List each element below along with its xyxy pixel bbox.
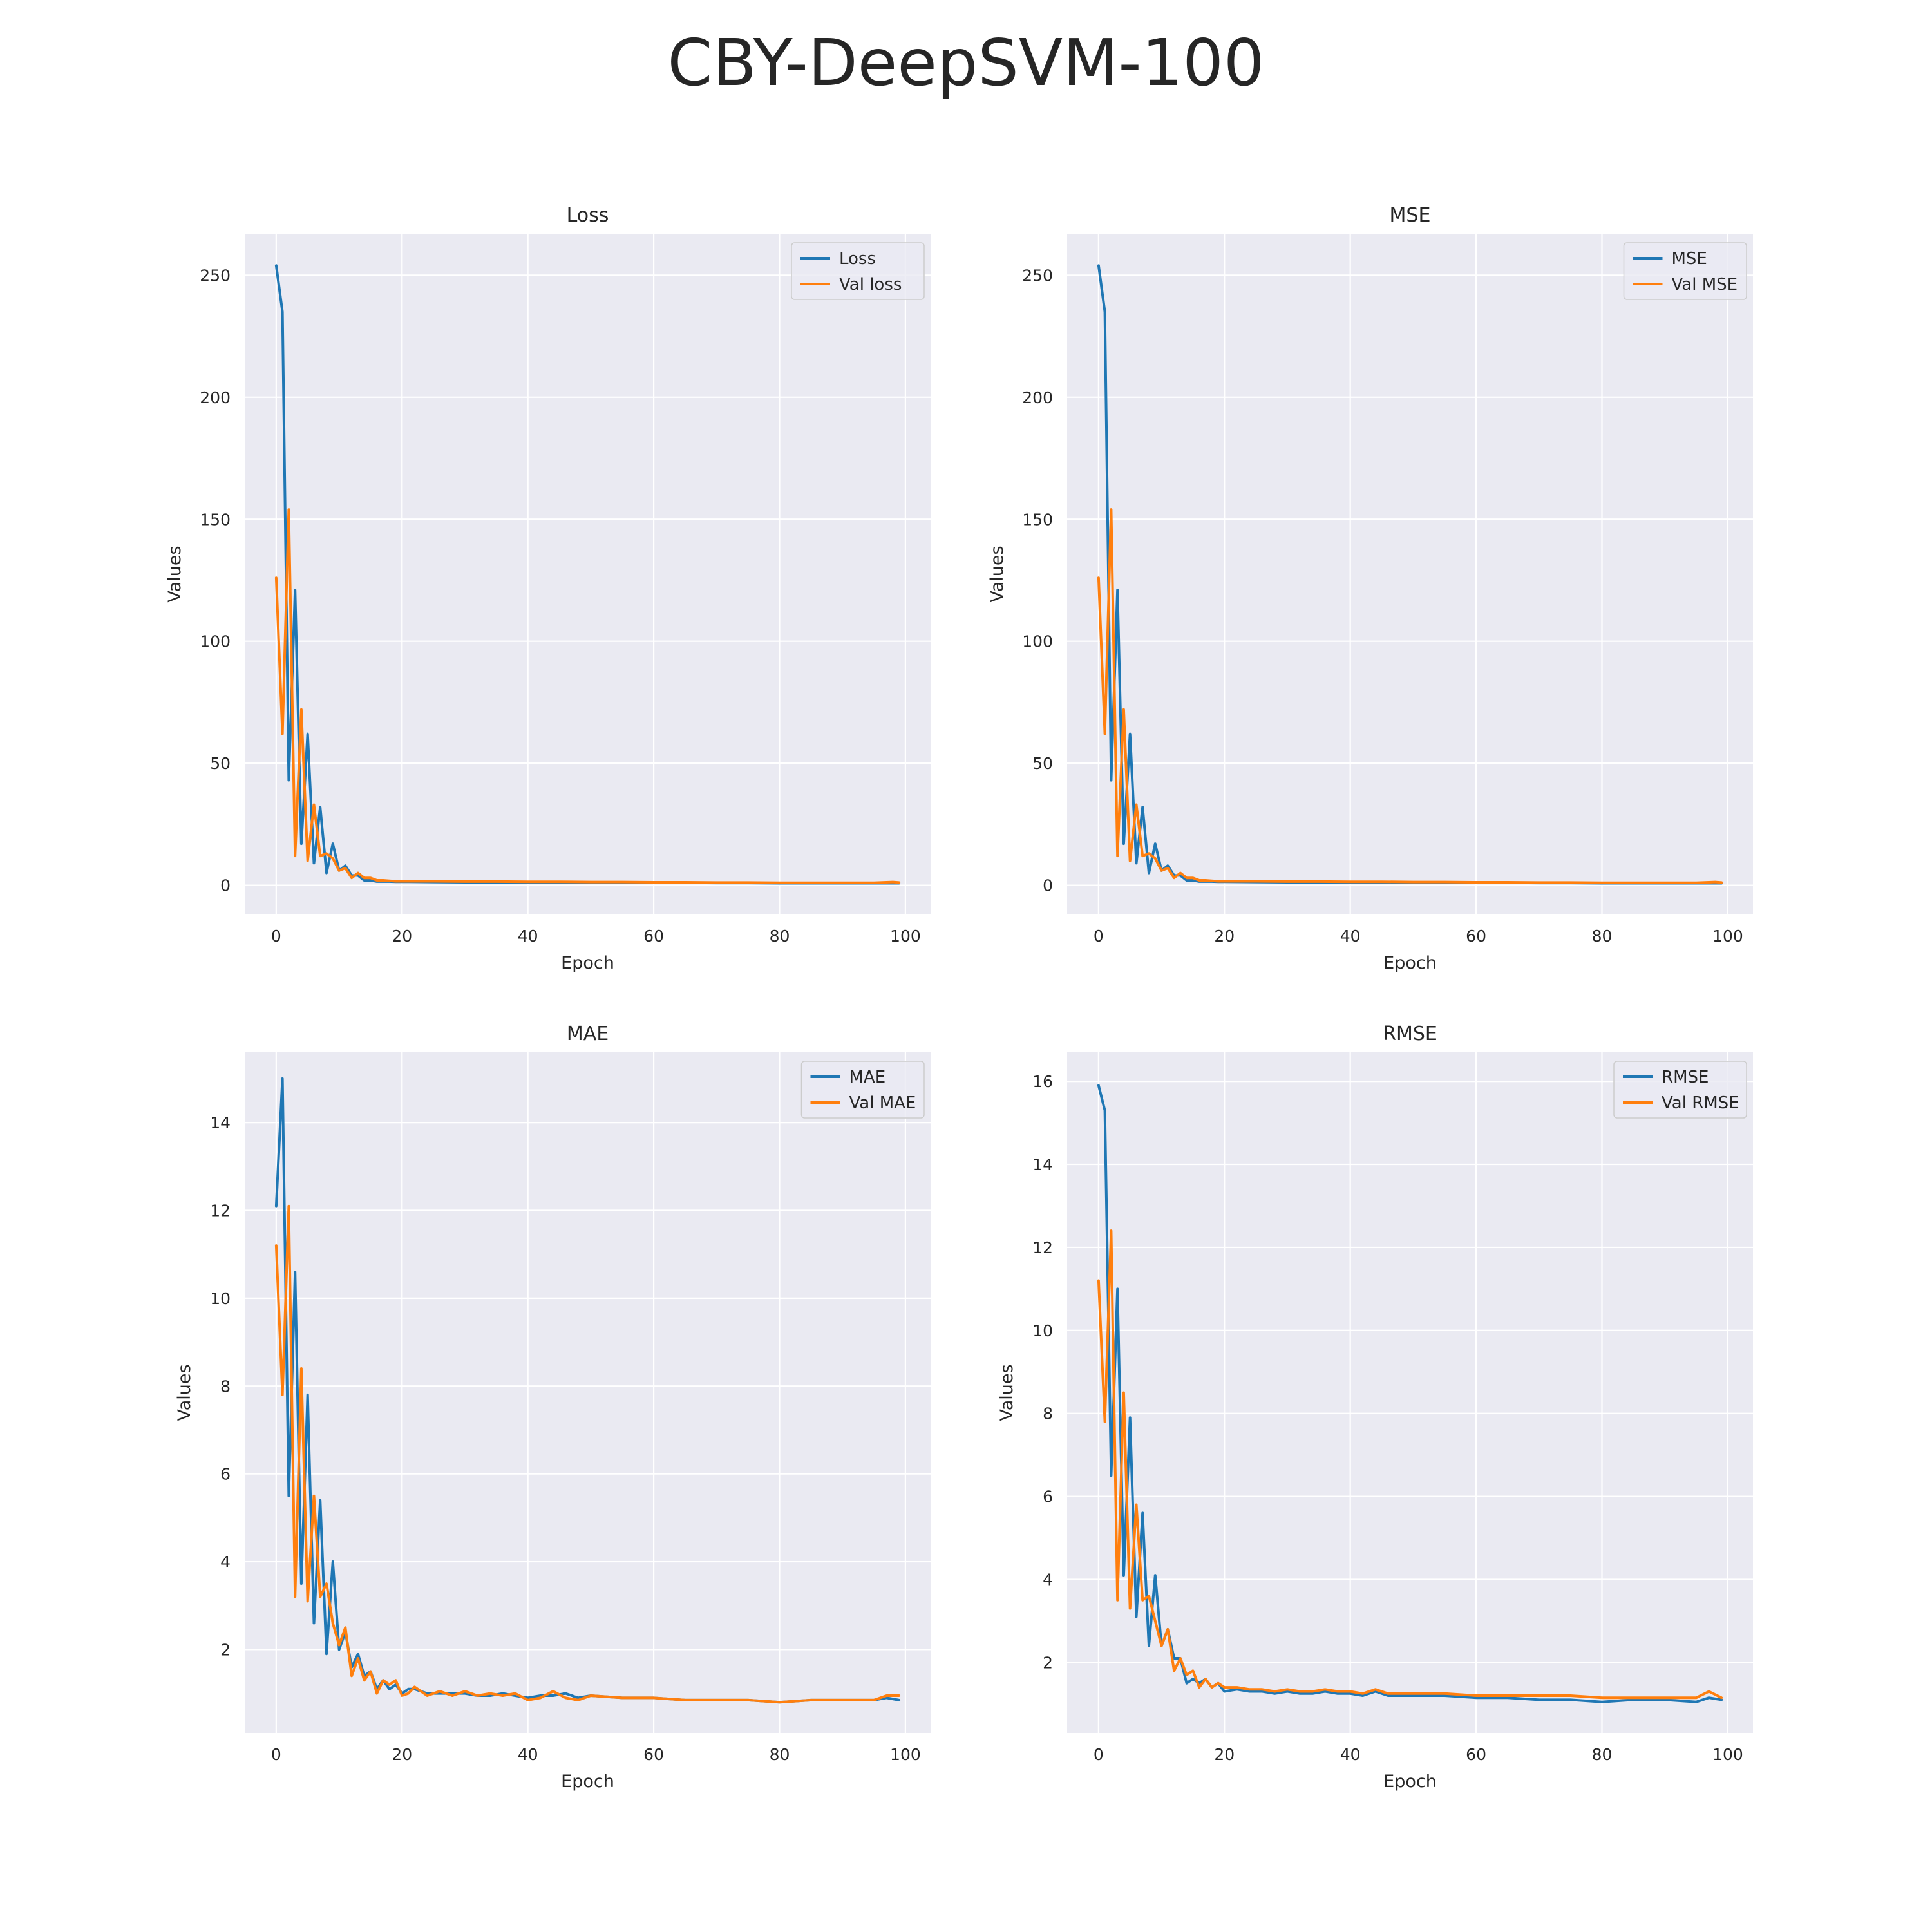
legend: MAE Val MAE bbox=[800, 1061, 925, 1119]
x-tick-label: 20 bbox=[1214, 1745, 1235, 1764]
x-tick-label: 60 bbox=[643, 927, 664, 945]
y-tick-label: 8 bbox=[1043, 1405, 1053, 1423]
y-tick-label: 6 bbox=[1043, 1488, 1053, 1506]
x-tick-label: 100 bbox=[1712, 927, 1743, 945]
plot-area bbox=[1067, 234, 1753, 914]
x-tick-label: 100 bbox=[1712, 1745, 1743, 1764]
x-tick-label: 40 bbox=[1340, 1745, 1361, 1764]
series-line-val-rmse bbox=[1097, 1229, 1723, 1700]
series-line-val-loss bbox=[274, 508, 901, 884]
y-tick-label: 50 bbox=[1032, 754, 1053, 773]
legend-entry: Val MSE bbox=[1672, 275, 1738, 294]
x-tick-label: 80 bbox=[770, 927, 790, 945]
y-tick-label: 0 bbox=[1043, 876, 1053, 895]
x-axis-label: Epoch bbox=[561, 1772, 614, 1792]
x-tick-label: 20 bbox=[392, 1745, 412, 1764]
x-tick-label: 20 bbox=[1214, 927, 1235, 945]
y-axis-label: Values bbox=[165, 545, 185, 602]
series-line-rmse bbox=[1097, 1084, 1723, 1703]
legend: MSE Val MSE bbox=[1623, 242, 1747, 300]
x-tick-label: 80 bbox=[1592, 927, 1613, 945]
chart-panel-loss: 0 20 40 60 80 100 0 50 100 150 200 250 Loss Epoch Valu… bbox=[165, 204, 931, 973]
legend-entry: Val loss bbox=[839, 275, 902, 294]
y-axis-label: Values bbox=[997, 1364, 1017, 1421]
x-tick-label: 60 bbox=[1466, 927, 1486, 945]
y-axis-label: Values bbox=[175, 1364, 194, 1421]
legend-entry: Loss bbox=[839, 249, 876, 269]
y-tick-label: 150 bbox=[200, 510, 231, 529]
legend-entry: Val MAE bbox=[849, 1094, 916, 1113]
x-tick-label: 100 bbox=[890, 1745, 921, 1764]
y-tick-label: 250 bbox=[1022, 266, 1053, 285]
legend-entry: Val RMSE bbox=[1662, 1094, 1739, 1113]
legend-entry: MSE bbox=[1672, 249, 1707, 269]
x-tick-label: 40 bbox=[1340, 927, 1361, 945]
y-tick-label: 200 bbox=[200, 388, 231, 407]
x-axis-label: Epoch bbox=[561, 953, 614, 973]
x-axis-label: Epoch bbox=[1383, 1772, 1437, 1792]
y-tick-label: 100 bbox=[200, 632, 231, 651]
legend: RMSE Val RMSE bbox=[1613, 1061, 1747, 1119]
y-tick-label: 12 bbox=[1032, 1238, 1053, 1257]
y-tick-label: 8 bbox=[220, 1377, 231, 1396]
y-tick-label: 10 bbox=[1032, 1321, 1053, 1340]
x-tick-label: 80 bbox=[1592, 1745, 1613, 1764]
x-axis-label: Epoch bbox=[1383, 953, 1437, 973]
y-tick-label: 100 bbox=[1022, 632, 1053, 651]
y-tick-label: 10 bbox=[210, 1289, 231, 1308]
y-tick-label: 4 bbox=[220, 1553, 231, 1571]
y-tick-label: 50 bbox=[210, 754, 231, 773]
legend-entry: RMSE bbox=[1662, 1068, 1709, 1087]
legend: Loss Val loss bbox=[791, 242, 925, 300]
chart-panel-mse: 0 20 40 60 80 100 0 50 100 150 200 250 MSE Epoch Value… bbox=[987, 204, 1753, 973]
plot-area bbox=[245, 1052, 931, 1733]
series-line-val-mse bbox=[1097, 508, 1723, 884]
chart-panel-rmse: 0 20 40 60 80 100 2 4 6 8 10 12 14 16 RMSE Epoch Values R… bbox=[997, 1023, 1753, 1792]
chart-title: MSE bbox=[1390, 204, 1431, 227]
x-tick-label: 0 bbox=[1094, 927, 1104, 945]
y-tick-label: 150 bbox=[1022, 510, 1053, 529]
x-tick-label: 0 bbox=[1094, 1745, 1104, 1764]
series-line-val-mae bbox=[274, 1204, 901, 1704]
chart-panel-mae: 0 20 40 60 80 100 2 4 6 8 10 12 14 MAE Epoch Values MAE V… bbox=[175, 1023, 931, 1792]
plot-area bbox=[1067, 1052, 1753, 1733]
x-tick-label: 40 bbox=[518, 1745, 538, 1764]
chart-title: MAE bbox=[567, 1023, 609, 1045]
y-tick-label: 250 bbox=[200, 266, 231, 285]
x-tick-label: 80 bbox=[770, 1745, 790, 1764]
y-tick-label: 16 bbox=[1032, 1072, 1053, 1091]
plot-area bbox=[245, 234, 931, 914]
figure-title: CBY-DeepSVM-100 bbox=[667, 25, 1265, 100]
x-tick-label: 20 bbox=[392, 927, 412, 945]
y-tick-label: 4 bbox=[1043, 1571, 1053, 1589]
x-tick-label: 60 bbox=[643, 1745, 664, 1764]
y-tick-label: 0 bbox=[220, 876, 231, 895]
y-tick-label: 6 bbox=[220, 1465, 231, 1484]
x-tick-label: 60 bbox=[1466, 1745, 1486, 1764]
chart-title: Loss bbox=[567, 204, 609, 227]
y-axis-label: Values bbox=[987, 545, 1007, 602]
x-tick-label: 100 bbox=[890, 927, 921, 945]
y-tick-label: 2 bbox=[1043, 1653, 1053, 1672]
legend-entry: MAE bbox=[849, 1068, 886, 1087]
x-tick-label: 0 bbox=[271, 927, 281, 945]
x-tick-label: 0 bbox=[271, 1745, 281, 1764]
chart-title: RMSE bbox=[1383, 1023, 1437, 1045]
y-tick-label: 14 bbox=[1032, 1155, 1053, 1174]
y-tick-label: 12 bbox=[210, 1201, 231, 1220]
y-tick-label: 200 bbox=[1022, 388, 1053, 407]
x-tick-label: 40 bbox=[518, 927, 538, 945]
y-tick-label: 14 bbox=[210, 1113, 231, 1132]
y-tick-label: 2 bbox=[220, 1640, 231, 1659]
